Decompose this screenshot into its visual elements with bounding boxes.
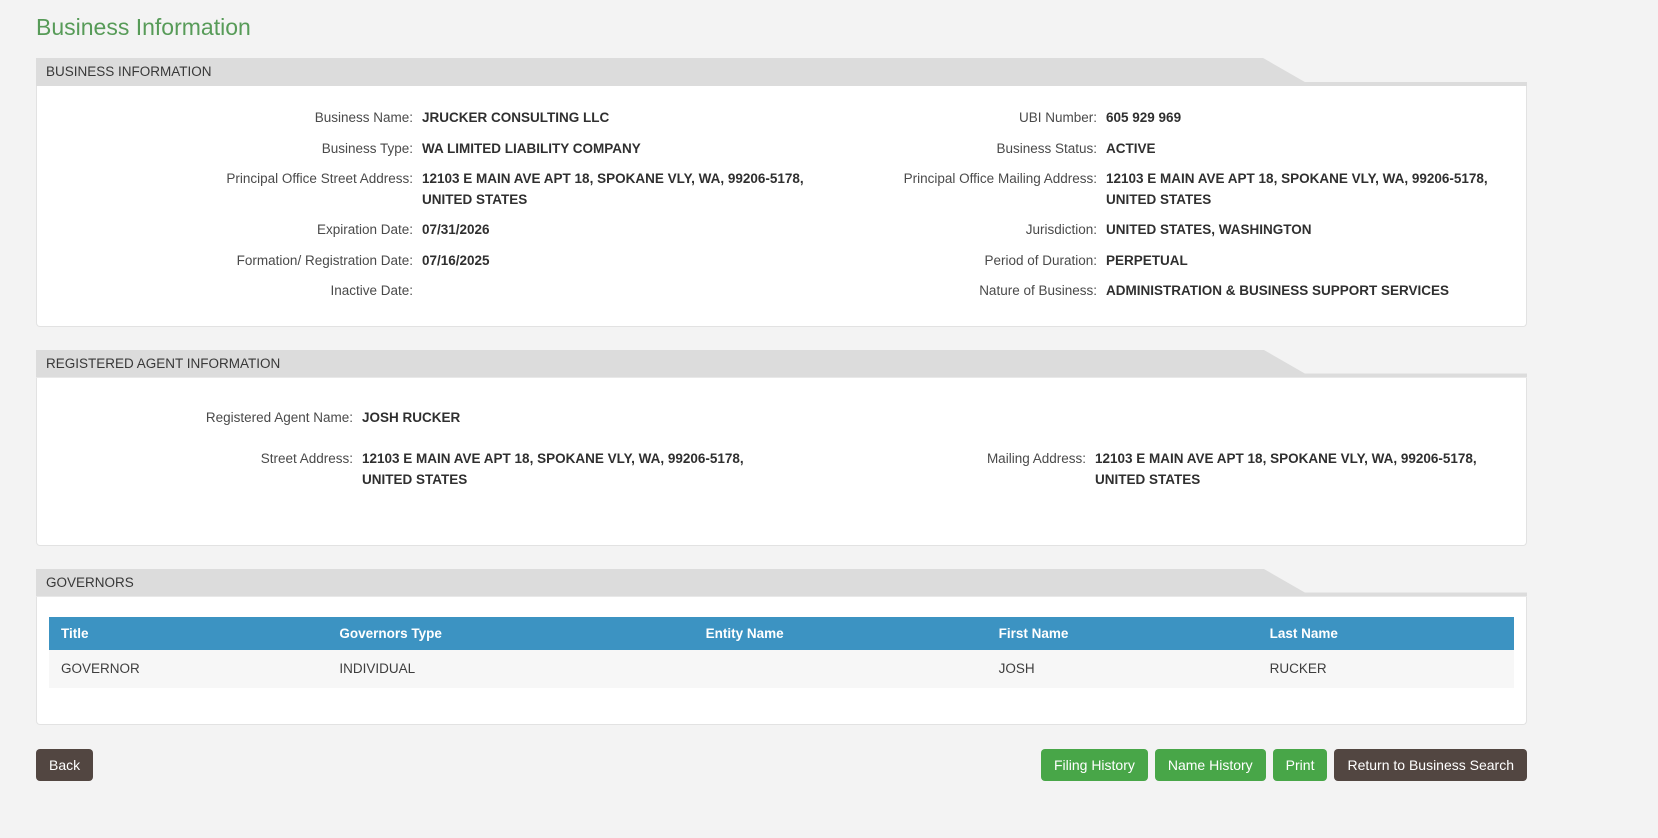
agent-street-address-label: Street Address: (260, 450, 353, 466)
registered-agent-grid: Registered Agent Name: JOSH RUCKER Stree… (37, 378, 1526, 545)
ubi-number-value: 605 929 969 (1106, 110, 1182, 125)
period-of-duration-label: Period of Duration: (984, 252, 1097, 268)
principal-office-street-address-value: 12103 E MAIN AVE APT 18, SPOKANE VLY, WA… (422, 171, 804, 207)
governor-first-name-cell: JOSH (986, 649, 1258, 688)
governor-title-cell: GOVERNOR (49, 649, 328, 688)
governors-table-header-row: Title Governors Type Entity Name First N… (49, 616, 1514, 650)
governor-last-name-cell: RUCKER (1257, 649, 1514, 688)
page-content: Business Information BUSINESS INFORMATIO… (36, 0, 1527, 781)
business-type-label: Business Type: (321, 140, 413, 156)
column-header-first-name: First Name (986, 616, 1258, 650)
governor-type-cell: INDIVIDUAL (327, 649, 694, 688)
governors-panel: Title Governors Type Entity Name First N… (36, 596, 1527, 725)
section-registered-agent: REGISTERED AGENT INFORMATION Registered … (36, 350, 1527, 546)
period-of-duration-value: PERPETUAL (1106, 252, 1188, 268)
business-type-value: WA LIMITED LIABILITY COMPANY (422, 140, 641, 156)
formation-registration-date-label: Formation/ Registration Date: (236, 252, 413, 268)
table-row: GOVERNOR INDIVIDUAL JOSH RUCKER (49, 649, 1514, 688)
registered-agent-panel: Registered Agent Name: JOSH RUCKER Stree… (36, 377, 1527, 546)
column-header-governors-type: Governors Type (327, 616, 694, 650)
column-header-last-name: Last Name (1257, 616, 1514, 650)
business-status-label: Business Status: (996, 140, 1097, 156)
name-history-button[interactable]: Name History (1154, 748, 1266, 781)
column-header-title: Title (49, 616, 328, 650)
page-title: Business Information (36, 14, 251, 40)
governors-table: Title Governors Type Entity Name First N… (49, 616, 1514, 688)
agent-mailing-address-value: 12103 E MAIN AVE APT 18, SPOKANE VLY, WA… (1095, 450, 1477, 487)
spacer-cell (1095, 402, 1506, 443)
principal-office-mailing-address-label: Principal Office Mailing Address: (903, 171, 1097, 186)
spacer-cell (791, 402, 1086, 443)
expiration-date-value: 07/31/2026 (422, 222, 490, 237)
business-name-label: Business Name: (314, 110, 413, 125)
agent-street-address-value: 12103 E MAIN AVE APT 18, SPOKANE VLY, WA… (362, 450, 744, 487)
business-information-grid: Business Name: JRUCKER CONSULTING LLC UB… (37, 86, 1526, 326)
expiration-date-label: Expiration Date: (316, 222, 413, 237)
jurisdiction-label: Jurisdiction: (1025, 222, 1097, 237)
section-header-registered-agent: REGISTERED AGENT INFORMATION (36, 350, 1527, 378)
business-information-panel: Business Name: JRUCKER CONSULTING LLC UB… (36, 86, 1527, 327)
column-header-entity-name: Entity Name (693, 616, 987, 650)
formation-registration-date-value: 07/16/2025 (422, 252, 490, 268)
business-status-value: ACTIVE (1106, 140, 1156, 156)
section-governors: GOVERNORS Title Governors Type Entity Na… (36, 569, 1527, 725)
filing-history-button[interactable]: Filing History (1040, 748, 1148, 781)
principal-office-street-address-label: Principal Office Street Address: (226, 171, 413, 186)
business-name-value: JRUCKER CONSULTING LLC (422, 110, 610, 125)
governor-entity-name-cell (693, 649, 987, 688)
ubi-number-label: UBI Number: (1018, 110, 1097, 125)
print-button[interactable]: Print (1272, 748, 1328, 781)
section-header-business-information: BUSINESS INFORMATION (36, 58, 1527, 86)
back-button[interactable]: Back (36, 748, 94, 781)
footer-actions: Back Filing History Name History Print R… (36, 748, 1527, 781)
jurisdiction-value: UNITED STATES, WASHINGTON (1106, 222, 1312, 237)
return-to-business-search-button[interactable]: Return to Business Search (1334, 748, 1527, 781)
nature-of-business-value: ADMINISTRATION & BUSINESS SUPPORT SERVIC… (1106, 283, 1450, 298)
nature-of-business-label: Nature of Business: (979, 283, 1097, 298)
action-button-group: Filing History Name History Print Return… (1040, 748, 1527, 781)
inactive-date-label: Inactive Date: (330, 283, 413, 298)
inactive-date-value (422, 275, 817, 306)
principal-office-mailing-address-value: 12103 E MAIN AVE APT 18, SPOKANE VLY, WA… (1106, 171, 1488, 207)
section-header-governors: GOVERNORS (36, 569, 1527, 597)
registered-agent-name-value: JOSH RUCKER (362, 409, 461, 425)
section-business-information: BUSINESS INFORMATION Business Name: JRUC… (36, 58, 1527, 327)
agent-mailing-address-label: Mailing Address: (986, 450, 1086, 466)
registered-agent-name-label: Registered Agent Name: (205, 409, 353, 425)
